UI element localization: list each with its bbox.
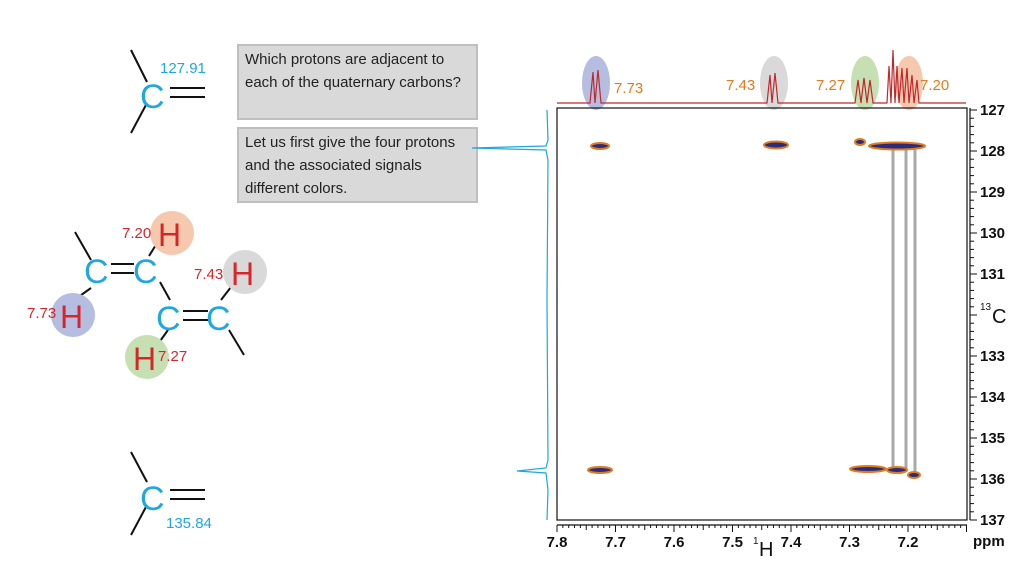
cross-peak-7-73-136 bbox=[587, 466, 613, 474]
y-tick-label: 129 bbox=[980, 184, 1005, 201]
diene-carbon-4: C bbox=[206, 300, 231, 338]
bottom-carbon-shift: 135.84 bbox=[166, 515, 212, 532]
y-tick-label: 133 bbox=[980, 348, 1005, 365]
proton-shift-7-20: 7.20 bbox=[122, 225, 151, 242]
x-axis-label-superscript: 1 bbox=[753, 536, 759, 547]
peak-label-7-27: 7.27 bbox=[816, 77, 845, 94]
y-axis-tick-labels: 127 128 129 130 131 133 134 135 136 137 bbox=[980, 102, 1006, 529]
peak-label-7-20: 7.20 bbox=[920, 77, 949, 94]
x-axis-tick-labels: 7.8 7.7 7.6 7.5 7.4 7.3 7.2 bbox=[547, 534, 919, 551]
x-axis-unit: ppm bbox=[973, 533, 1005, 550]
proton-7-43-highlight bbox=[223, 250, 267, 294]
proton-shift-7-27: 7.27 bbox=[158, 348, 187, 365]
top-carbon-shift: 127.91 bbox=[160, 60, 206, 77]
proton-7-20-highlight bbox=[150, 211, 194, 255]
cross-peak-7-27-136 bbox=[849, 465, 887, 473]
y-axis-ticks bbox=[970, 109, 977, 521]
y-tick-label: 130 bbox=[980, 225, 1005, 242]
cross-peak-7-43-128 bbox=[763, 140, 789, 150]
diene-bonds bbox=[74, 231, 245, 356]
cross-peak-group bbox=[587, 138, 926, 479]
carbon-projection-trace bbox=[471, 109, 549, 521]
cross-peak-7-27-128 bbox=[854, 138, 866, 146]
y-tick-label: 131 bbox=[980, 266, 1005, 283]
x-axis-ticks bbox=[556, 525, 967, 532]
peak-label-7-73: 7.73 bbox=[614, 80, 643, 97]
top-carbon-atom: C bbox=[140, 78, 165, 116]
y-axis-label: C bbox=[992, 306, 1006, 328]
top-carbon-fragment bbox=[130, 49, 205, 134]
x-tick-label: 7.8 bbox=[547, 534, 568, 551]
proton-h-7-27: H bbox=[133, 341, 156, 377]
y-tick-label: 135 bbox=[980, 430, 1005, 447]
question-box: Which protons are adjacent to each of th… bbox=[237, 44, 478, 120]
proton-7-27-highlight bbox=[125, 335, 169, 379]
x-tick-label: 7.7 bbox=[605, 534, 626, 551]
bottom-carbon-fragment bbox=[130, 451, 205, 536]
x-tick-label: 7.3 bbox=[839, 534, 860, 551]
proton-projection-trace bbox=[557, 49, 966, 104]
x-tick-label: 7.4 bbox=[781, 534, 803, 551]
y-tick-label: 134 bbox=[980, 389, 1006, 406]
diene-carbon-2: C bbox=[133, 253, 158, 291]
x-axis-label: H bbox=[759, 539, 773, 561]
cross-peak-7-19-136 bbox=[907, 471, 921, 479]
x-tick-label: 7.2 bbox=[898, 534, 919, 551]
y-tick-label: 137 bbox=[980, 512, 1005, 529]
y-axis-label-superscript: 13 bbox=[980, 302, 992, 313]
proton-h-7-20: H bbox=[158, 217, 181, 253]
x-tick-label: 7.6 bbox=[664, 534, 685, 551]
peak-highlight-7-73 bbox=[582, 56, 610, 110]
proton-h-7-73: H bbox=[60, 299, 83, 335]
diene-carbon-3: C bbox=[156, 300, 181, 338]
proton-shift-7-73: 7.73 bbox=[27, 305, 56, 322]
answer-box: Let us first give the four protons and t… bbox=[237, 127, 478, 203]
answer-text: Let us first give the four protons and t… bbox=[245, 134, 456, 197]
peak-label-7-43: 7.43 bbox=[726, 77, 755, 94]
y-tick-label: 136 bbox=[980, 471, 1005, 488]
diene-carbon-1: C bbox=[84, 253, 109, 291]
y-tick-label: 128 bbox=[980, 143, 1005, 160]
cross-peak-7-22-128 bbox=[868, 141, 926, 151]
proton-7-73-highlight bbox=[51, 293, 95, 337]
bottom-carbon-atom: C bbox=[140, 480, 165, 518]
spectrum-plot-area bbox=[556, 107, 968, 521]
cross-peak-7-22-136 bbox=[886, 466, 908, 474]
x-tick-label: 7.5 bbox=[722, 534, 743, 551]
cross-peak-7-73-128 bbox=[590, 142, 610, 150]
proton-shift-7-43: 7.43 bbox=[194, 266, 223, 283]
proton-h-7-43: H bbox=[231, 256, 254, 292]
question-text: Which protons are adjacent to each of th… bbox=[245, 51, 461, 91]
y-tick-label: 127 bbox=[980, 102, 1005, 119]
correlation-guide-lines bbox=[891, 148, 917, 476]
